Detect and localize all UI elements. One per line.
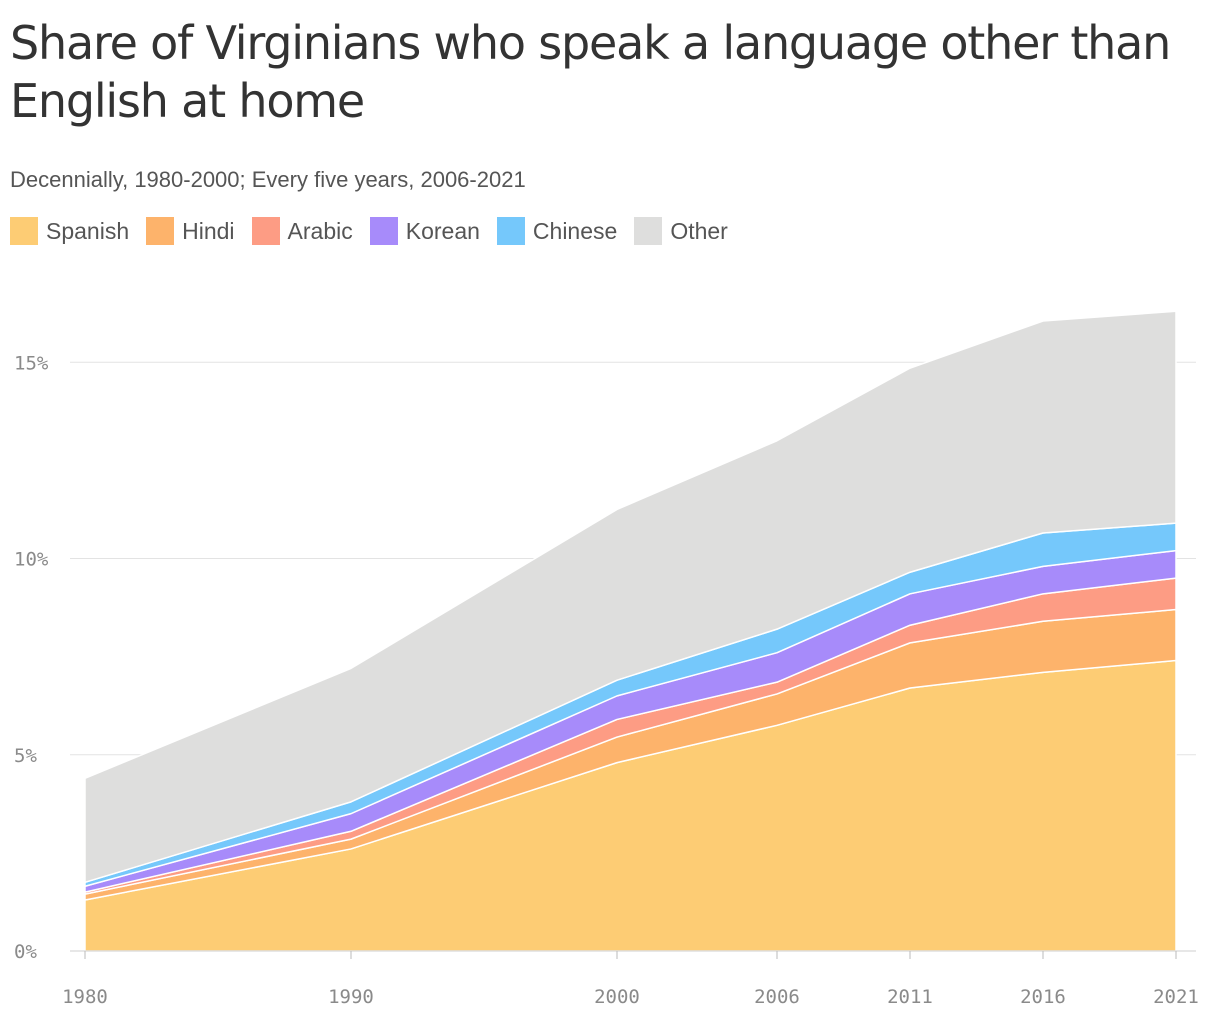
x-tick-label: 2000 bbox=[594, 986, 640, 1008]
x-tick-label: 2011 bbox=[887, 986, 933, 1008]
chart-legend: Spanish Hindi Arabic Korean Chinese Othe… bbox=[10, 217, 745, 245]
x-tick-label: 1990 bbox=[328, 986, 374, 1008]
legend-label-hindi: Hindi bbox=[182, 217, 235, 244]
y-tick-label: 15% bbox=[14, 352, 49, 374]
x-tick-label: 2016 bbox=[1020, 986, 1066, 1008]
legend-item-korean: Korean bbox=[369, 217, 480, 245]
legend-swatch-arabic bbox=[251, 217, 280, 245]
legend-swatch-spanish bbox=[10, 217, 38, 245]
legend-swatch-other bbox=[634, 217, 663, 245]
legend-label-korean: Korean bbox=[405, 217, 480, 244]
x-tick-label: 2006 bbox=[754, 986, 800, 1008]
y-tick-label: 5% bbox=[14, 745, 37, 767]
x-tick-label: 1980 bbox=[62, 986, 108, 1008]
y-tick-label: 10% bbox=[14, 549, 49, 571]
legend-swatch-korean bbox=[369, 217, 398, 245]
legend-label-other: Other bbox=[670, 217, 728, 244]
area-other bbox=[84, 310, 1177, 884]
x-tick-label: 2021 bbox=[1153, 986, 1199, 1008]
legend-item-chinese: Chinese bbox=[496, 217, 618, 245]
chart-subtitle: Decennially, 1980-2000; Every five years… bbox=[10, 167, 526, 192]
legend-swatch-chinese bbox=[496, 217, 525, 245]
legend-item-spanish: Spanish bbox=[10, 217, 129, 245]
legend-label-chinese: Chinese bbox=[532, 217, 618, 244]
legend-item-hindi: Hindi bbox=[146, 217, 235, 245]
chart-title: Share of Virginians who speak a language… bbox=[10, 16, 1171, 128]
legend-label-arabic: Arabic bbox=[287, 217, 353, 244]
legend-label-spanish: Spanish bbox=[46, 217, 130, 244]
legend-item-other: Other bbox=[634, 217, 728, 245]
y-tick-label: 0% bbox=[14, 941, 37, 963]
legend-item-arabic: Arabic bbox=[251, 217, 353, 245]
legend-swatch-hindi bbox=[146, 217, 175, 245]
